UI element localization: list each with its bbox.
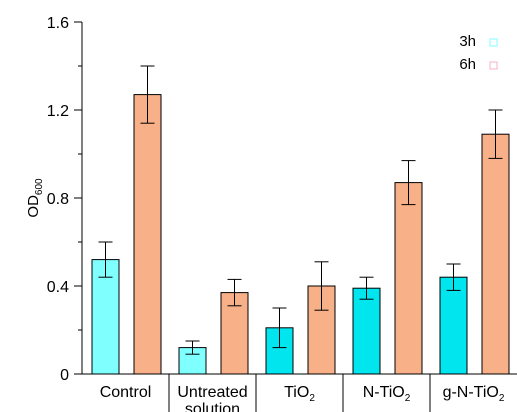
bar-3h-4 bbox=[439, 276, 468, 375]
y-axis-label: OD600 bbox=[25, 178, 45, 218]
y-tick-label: 0.8 bbox=[47, 191, 69, 208]
bar-3h-3 bbox=[352, 287, 381, 375]
y-tick-label: 1.6 bbox=[47, 15, 69, 32]
bar-6h-3 bbox=[394, 182, 423, 375]
bar-3h-0 bbox=[91, 259, 120, 375]
y-tick-label: 1.2 bbox=[47, 103, 69, 120]
x-category-label: N-TiO2 bbox=[363, 384, 411, 404]
bar-6h-0 bbox=[133, 94, 162, 375]
y-tick-label: 0 bbox=[60, 367, 69, 384]
y-tick-label: 0.4 bbox=[47, 279, 69, 296]
y-axis: 0 0.4 0.8 1.2 1.6 OD600 bbox=[25, 15, 83, 384]
legend-swatch-6h bbox=[489, 61, 498, 70]
x-category-label: solution bbox=[185, 401, 240, 412]
y-ticks: 0 0.4 0.8 1.2 1.6 bbox=[47, 15, 82, 384]
x-category-label: g-N-TiO2 bbox=[443, 384, 505, 404]
x-category-label: TiO2 bbox=[284, 384, 315, 404]
bars bbox=[91, 65, 510, 375]
legend-label-6h: 6h bbox=[459, 56, 476, 73]
x-category-label: Control bbox=[100, 384, 152, 401]
x-category-label: Untreated bbox=[177, 384, 247, 401]
legend-label-3h: 3h bbox=[459, 33, 476, 50]
legend-swatch-3h bbox=[489, 38, 498, 47]
bar-6h-4 bbox=[481, 133, 510, 375]
